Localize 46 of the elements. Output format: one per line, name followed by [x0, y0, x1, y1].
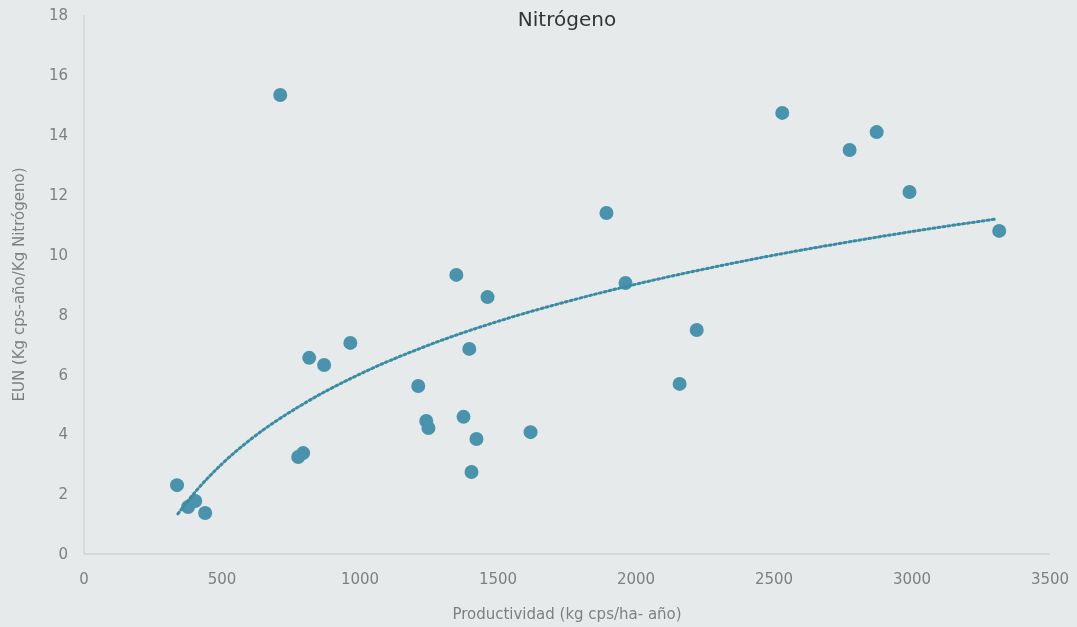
x-tick-label: 3000 [892, 570, 932, 588]
point [842, 143, 857, 158]
point [672, 376, 687, 391]
point [689, 323, 704, 338]
y-tick-label: 8 [58, 305, 68, 324]
point [317, 358, 332, 373]
y-tick-label: 0 [58, 545, 68, 564]
point [902, 184, 917, 199]
y-tick-label: 12 [48, 185, 68, 204]
y-tick-label: 10 [48, 245, 68, 264]
x-tick-label: 3500 [1030, 570, 1070, 588]
chart-title: Nitrógeno [517, 7, 617, 31]
point [198, 505, 213, 520]
point [469, 432, 484, 447]
y-tick-label: 14 [48, 126, 68, 145]
x-tick-label: 2500 [754, 570, 794, 588]
x-tick-label: 500 [207, 570, 237, 588]
point [273, 87, 288, 102]
point [421, 420, 436, 435]
x-tick-label: 1000 [340, 570, 380, 588]
point [296, 446, 311, 461]
point [869, 125, 884, 140]
point [992, 223, 1007, 238]
point [302, 350, 317, 365]
point [411, 379, 426, 394]
y-tick-label: 6 [58, 365, 68, 384]
y-tick-label: 18 [48, 6, 68, 25]
y-axis-title: EUN (Kg cps-año/Kg Nitrógeno) [10, 167, 28, 402]
x-tick-label: 0 [79, 570, 89, 588]
x-tick-label: 2000 [616, 570, 656, 588]
point [462, 341, 477, 356]
x-tick-label: 1500 [478, 570, 518, 588]
point [523, 425, 538, 440]
y-tick-label: 4 [58, 425, 68, 444]
point [449, 267, 464, 282]
point [480, 290, 495, 305]
x-axis-title: Productividad (kg cps/ha- año) [452, 605, 682, 623]
point [170, 478, 185, 493]
point [464, 464, 479, 479]
line-series [176, 217, 997, 516]
point [775, 105, 790, 120]
point [343, 335, 358, 350]
y-tick-label: 16 [48, 66, 68, 85]
point [456, 409, 471, 424]
y-tick-label: 2 [58, 485, 68, 504]
point [599, 205, 614, 220]
